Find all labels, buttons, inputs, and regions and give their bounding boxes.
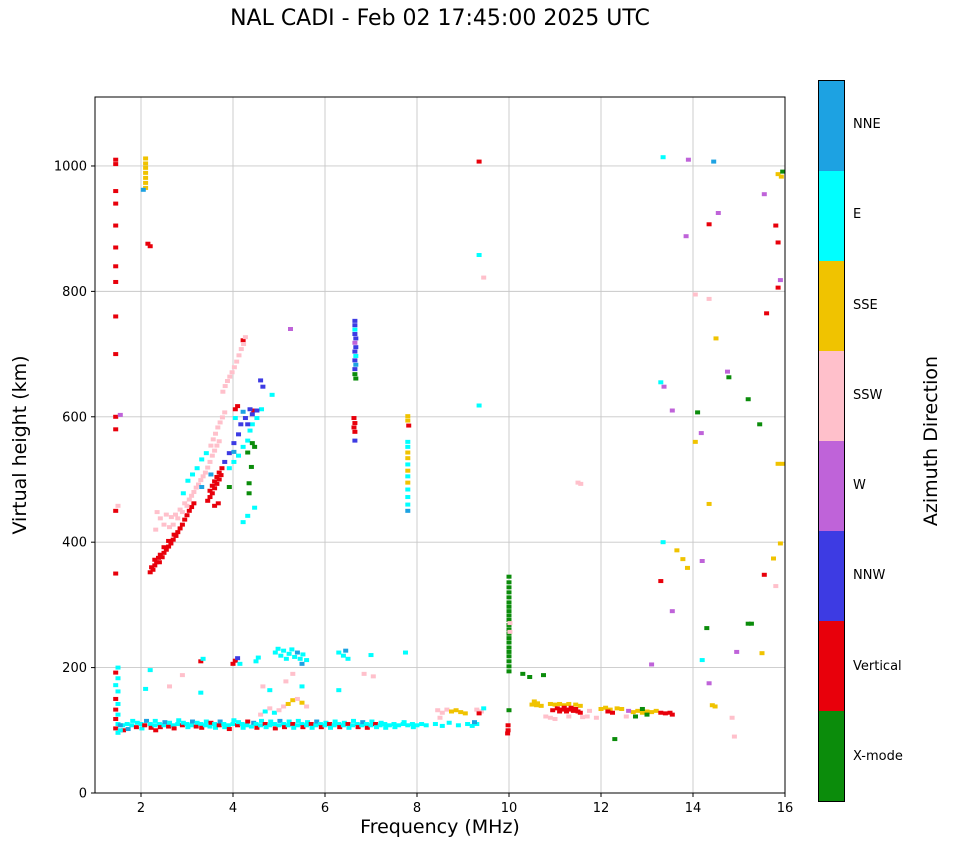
colorbar-segment-sse xyxy=(819,261,844,351)
colorbar-segment-nnw xyxy=(819,531,844,621)
y-tick-label: 200 xyxy=(62,661,87,676)
colorbar xyxy=(818,80,845,802)
x-tick-label: 2 xyxy=(137,801,145,816)
x-tick-label: 10 xyxy=(501,801,518,816)
y-tick-label: 400 xyxy=(62,536,87,551)
x-tick-label: 16 xyxy=(777,801,794,816)
y-tick-label: 600 xyxy=(62,410,87,425)
colorbar-segment-nne xyxy=(819,81,844,171)
chart-title: NAL CADI - Feb 02 17:45:00 2025 UTC xyxy=(230,6,650,31)
y-tick-label: 1000 xyxy=(54,159,87,174)
y-axis-label: Virtual height (km) xyxy=(9,355,31,535)
colorbar-segment-x-mode xyxy=(819,711,844,801)
grid-lines xyxy=(95,97,786,794)
colorbar-tick-label: SSE xyxy=(853,297,878,313)
colorbar-tick-label: NNE xyxy=(853,117,881,133)
x-tick-label: 14 xyxy=(685,801,702,816)
colorbar-tick-label: W xyxy=(853,478,866,494)
colorbar-segment-vertical xyxy=(819,621,844,711)
y-tick-label: 0 xyxy=(79,787,87,802)
x-axis-label: Frequency (MHz) xyxy=(360,816,520,838)
x-tick-label: 12 xyxy=(593,801,610,816)
x-tick-label: 4 xyxy=(229,801,237,816)
scatter-points xyxy=(113,155,786,742)
colorbar-segment-w xyxy=(819,441,844,531)
colorbar-tick-label: NNW xyxy=(853,568,886,584)
colorbar-tick-label: SSW xyxy=(853,387,883,403)
colorbar-label: Azimuth Direction xyxy=(920,355,942,527)
axis-ticks: 2 4 6 8 10 12 14 16 0 200 400 600 800 1000 xyxy=(54,159,793,816)
x-tick-label: 6 xyxy=(321,801,329,816)
colorbar-segment-e xyxy=(819,171,844,261)
plot-border xyxy=(94,96,786,794)
x-tick-label: 8 xyxy=(413,801,421,816)
colorbar-tick-label: E xyxy=(853,207,862,223)
colorbar-segment-ssw xyxy=(819,351,844,441)
y-tick-label: 800 xyxy=(62,285,87,300)
colorbar-tick-label: Vertical xyxy=(853,658,902,674)
colorbar-tick-label: X-mode xyxy=(853,748,903,764)
